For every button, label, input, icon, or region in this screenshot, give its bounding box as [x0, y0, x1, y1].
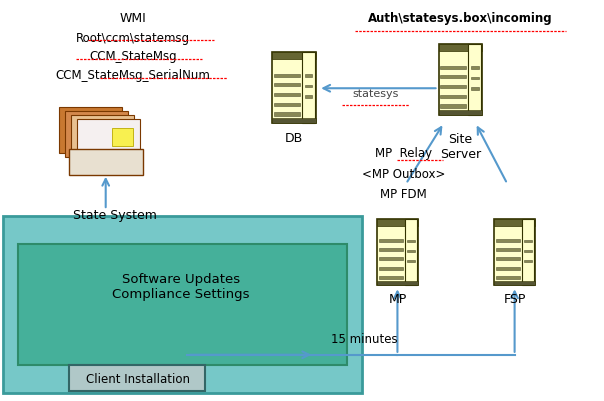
Bar [496, 248, 521, 251]
Bar [471, 88, 478, 91]
Bar [77, 119, 140, 165]
Bar [440, 67, 466, 70]
Bar [377, 281, 418, 286]
Bar [377, 220, 418, 286]
Text: Software Updates
Compliance Settings: Software Updates Compliance Settings [112, 273, 250, 301]
Bar [440, 95, 466, 98]
Text: Root\ccm\statemsg: Root\ccm\statemsg [76, 32, 190, 45]
Text: MP: MP [388, 292, 406, 305]
Bar [494, 281, 535, 286]
Bar [272, 53, 316, 60]
Text: State System: State System [73, 208, 156, 221]
Bar [524, 260, 532, 263]
Bar [59, 107, 122, 153]
Text: DB: DB [285, 132, 303, 145]
Text: WMI: WMI [120, 12, 146, 24]
Text: MP  Relay: MP Relay [375, 147, 432, 160]
Bar [468, 45, 481, 115]
Bar [379, 276, 403, 279]
Bar [471, 78, 478, 80]
Bar [274, 113, 300, 116]
Bar [407, 240, 415, 243]
Bar [302, 53, 315, 124]
Text: CCM_StateMsg_SerialNum: CCM_StateMsg_SerialNum [56, 69, 210, 82]
Bar [471, 67, 478, 70]
Bar [65, 111, 128, 157]
Bar [379, 267, 403, 270]
Bar [274, 103, 300, 107]
Bar [379, 257, 403, 261]
Bar [274, 93, 300, 97]
Bar [494, 220, 535, 286]
Bar [69, 150, 144, 176]
Text: statesys: statesys [353, 89, 399, 99]
Text: FSP: FSP [503, 292, 526, 305]
Bar [379, 240, 403, 243]
Bar [272, 53, 316, 124]
Bar [274, 84, 300, 87]
Text: <MP Outbox>: <MP Outbox> [362, 168, 445, 181]
Bar [496, 276, 521, 279]
Bar [524, 240, 532, 243]
Bar [440, 85, 466, 89]
Bar [439, 45, 482, 52]
Bar [274, 75, 300, 78]
Text: CCM_StateMsg: CCM_StateMsg [89, 50, 177, 63]
Bar [496, 267, 521, 270]
Bar [494, 220, 535, 226]
Bar [496, 257, 521, 261]
Bar [304, 75, 312, 78]
Text: Client Installation: Client Installation [86, 372, 190, 385]
Bar [112, 128, 133, 146]
Bar [524, 250, 532, 253]
Bar [3, 217, 362, 393]
Bar [69, 365, 205, 391]
Bar [304, 96, 312, 99]
Bar [272, 118, 316, 124]
Bar [522, 220, 535, 286]
Bar [377, 220, 418, 226]
Bar [18, 245, 347, 365]
Text: 15 minutes: 15 minutes [331, 332, 397, 345]
Bar [407, 260, 415, 263]
Text: Site
Server: Site Server [440, 132, 481, 160]
Bar [379, 248, 403, 251]
Bar [439, 45, 482, 115]
Bar [440, 105, 466, 108]
Bar [439, 110, 482, 115]
Bar [405, 220, 417, 286]
Bar [71, 115, 134, 161]
Text: Auth\statesys.box\incoming: Auth\statesys.box\incoming [368, 12, 553, 24]
Text: MP FDM: MP FDM [380, 188, 427, 201]
Bar [304, 86, 312, 88]
Bar [496, 240, 521, 243]
Bar [440, 76, 466, 79]
Bar [407, 250, 415, 253]
